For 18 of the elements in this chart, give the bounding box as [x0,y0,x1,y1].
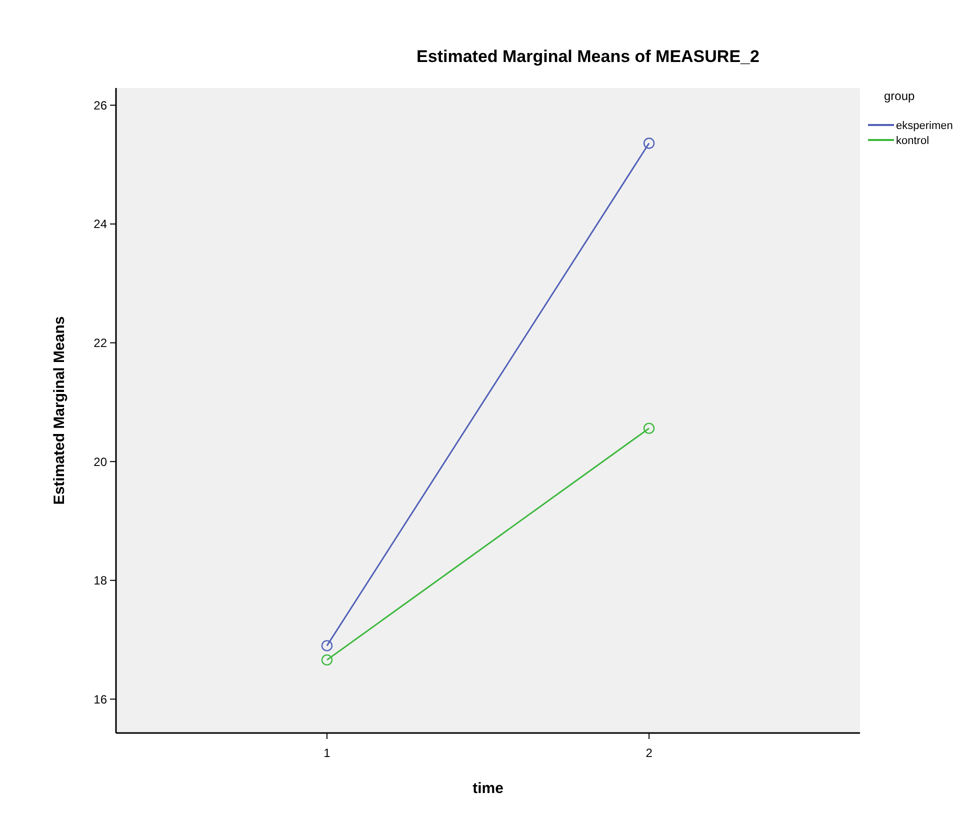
x-tick-label: 2 [646,746,653,760]
point [321,654,333,666]
legend-title: group [884,89,916,103]
y-tick-label: 20 [94,454,108,469]
y-tick-label: 24 [94,217,108,232]
x-axis-title: time [472,780,504,797]
y-tick-label: 16 [94,692,108,706]
chart-title: Estimated Marginal Means of MEASURE_2 [416,47,760,66]
y-tick-label: 18 [94,574,108,588]
y-axis-title: Estimated Marginal Means [51,316,68,505]
legend-label: eksperimen [896,120,953,132]
point [321,640,333,652]
x-tick-label: 1 [324,746,331,760]
point [643,138,655,149]
point [643,422,655,434]
legend-label: kontrol [896,134,930,147]
y-tick-label: 26 [94,98,108,112]
y-tick-label: 22 [94,336,108,350]
